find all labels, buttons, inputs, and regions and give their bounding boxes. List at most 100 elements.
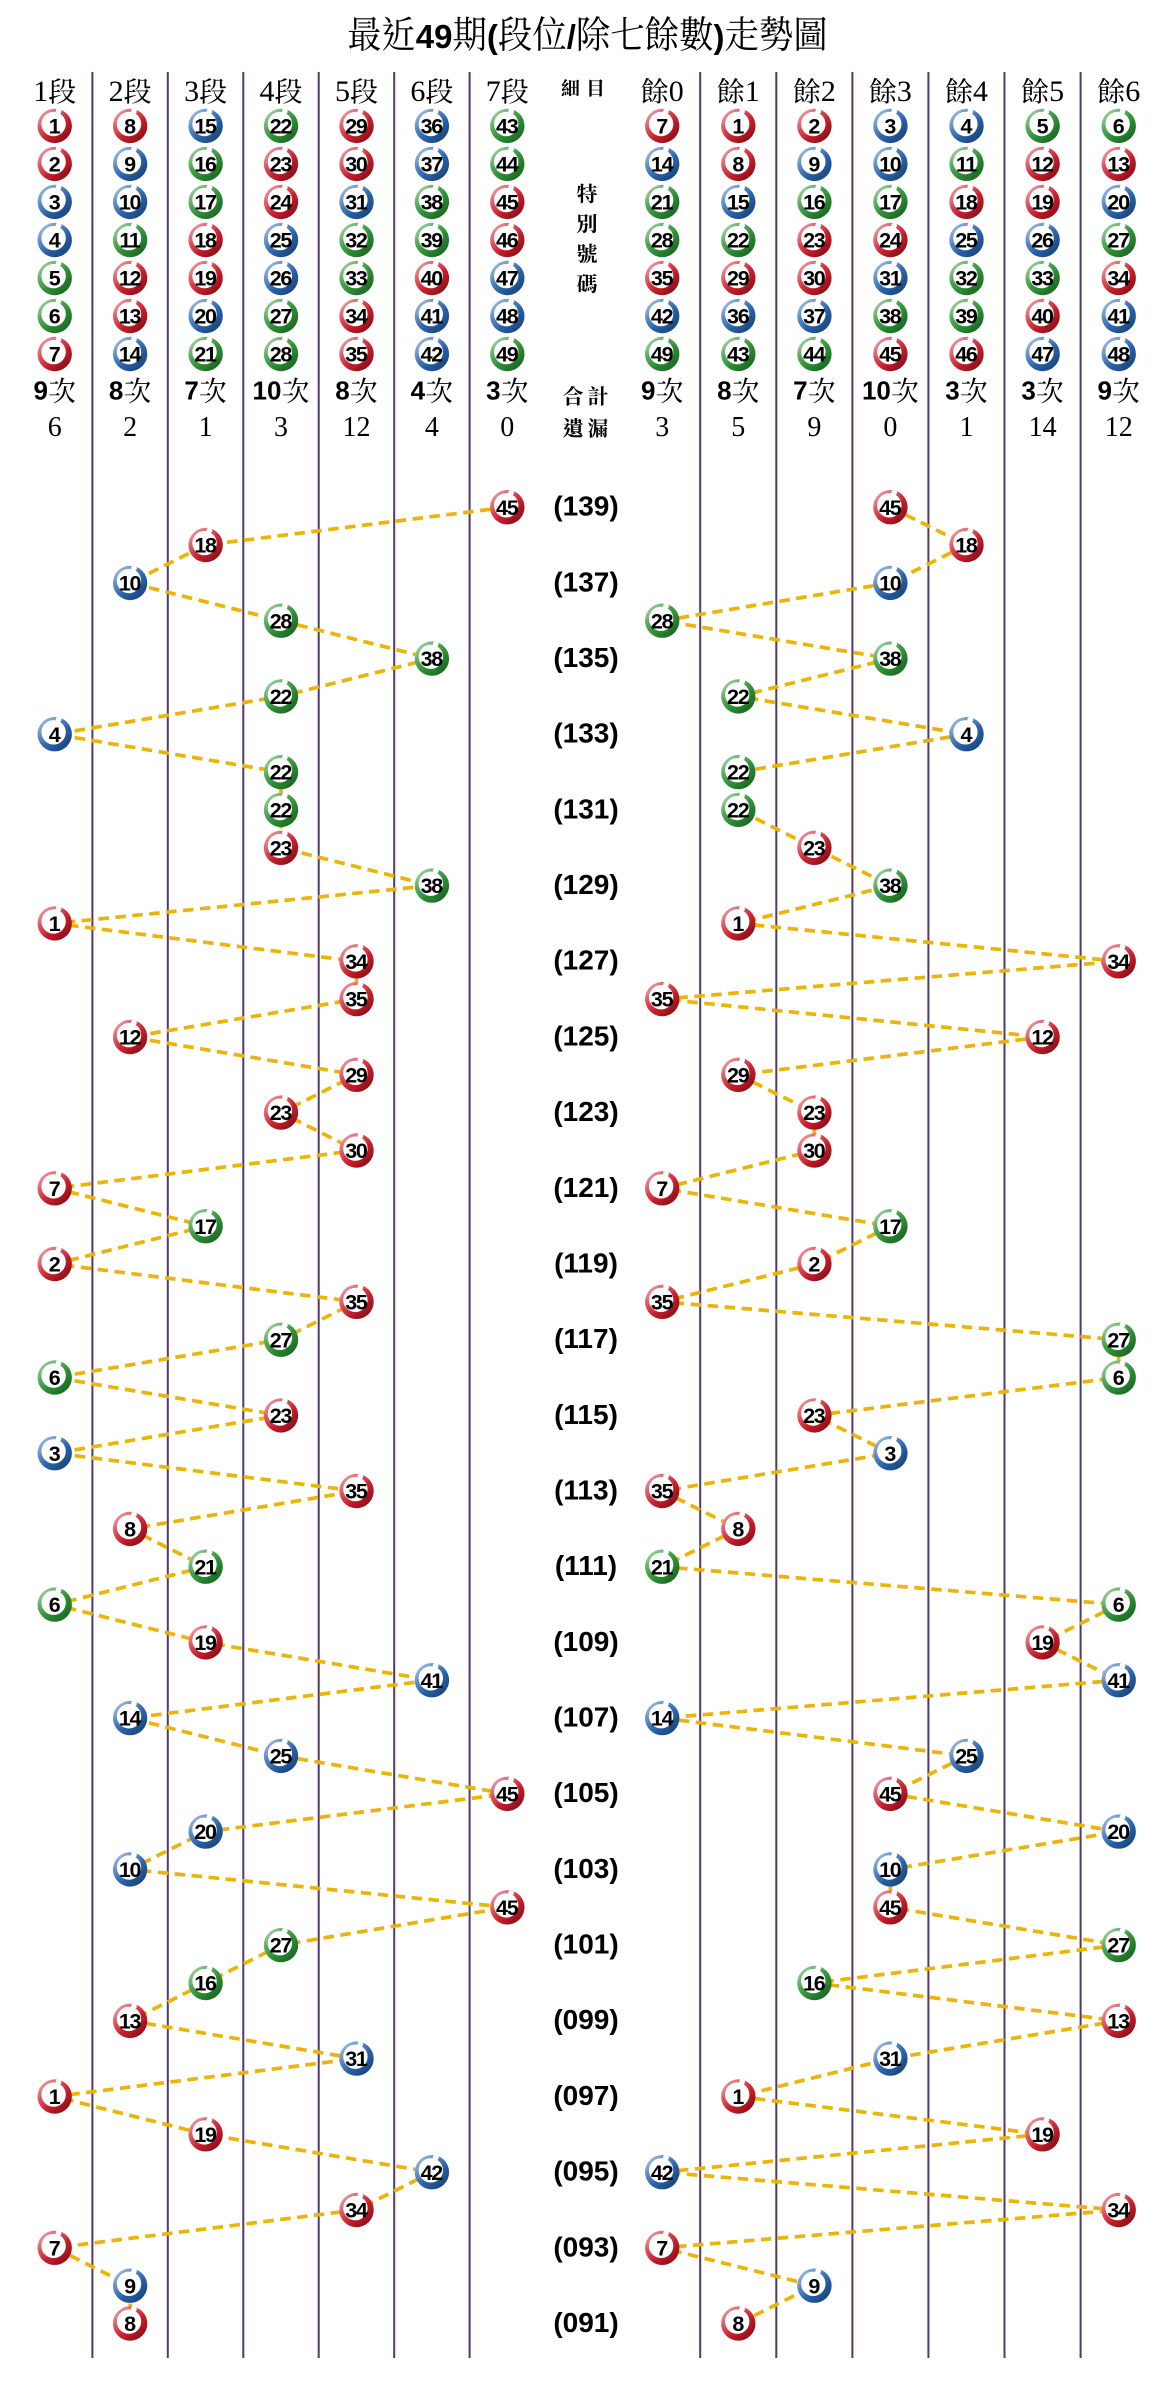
svg-text:22: 22 xyxy=(727,799,750,823)
svg-text:(097): (097) xyxy=(553,2080,618,2111)
svg-text:11: 11 xyxy=(956,153,977,177)
svg-text:43: 43 xyxy=(727,343,750,367)
svg-text:(123): (123) xyxy=(553,1096,618,1127)
svg-text:29: 29 xyxy=(727,1063,750,1087)
svg-text:4: 4 xyxy=(49,723,61,747)
svg-text:10: 10 xyxy=(879,153,902,177)
svg-text:8: 8 xyxy=(124,2312,136,2336)
svg-text:45: 45 xyxy=(496,1896,519,1920)
svg-text:9: 9 xyxy=(124,153,136,177)
svg-text:6: 6 xyxy=(410,75,425,108)
svg-text:15: 15 xyxy=(727,191,750,215)
svg-text:14: 14 xyxy=(651,153,674,177)
svg-text:10: 10 xyxy=(253,376,282,406)
svg-text:16: 16 xyxy=(803,1972,826,1996)
svg-text:(107): (107) xyxy=(553,1702,618,1733)
svg-text:7: 7 xyxy=(49,343,61,367)
svg-text:(101): (101) xyxy=(553,1929,618,1960)
svg-text:7: 7 xyxy=(184,376,198,406)
svg-text:1: 1 xyxy=(732,115,744,139)
svg-text:39: 39 xyxy=(955,305,978,329)
svg-text:35: 35 xyxy=(345,1290,368,1314)
svg-text:1: 1 xyxy=(49,115,61,139)
svg-text:27: 27 xyxy=(1107,1934,1130,1958)
svg-text:27: 27 xyxy=(270,1328,293,1352)
svg-text:10: 10 xyxy=(879,1858,902,1882)
svg-text:(105): (105) xyxy=(553,1777,618,1808)
svg-text:23: 23 xyxy=(270,836,293,860)
svg-text:24: 24 xyxy=(270,191,293,215)
svg-text:1: 1 xyxy=(732,2085,744,2109)
svg-text:9: 9 xyxy=(808,2274,820,2298)
svg-text:(139): (139) xyxy=(553,491,618,522)
svg-text:2: 2 xyxy=(109,75,124,108)
svg-text:45: 45 xyxy=(879,343,902,367)
svg-text:34: 34 xyxy=(345,950,368,974)
svg-text:22: 22 xyxy=(727,685,750,709)
svg-text:2: 2 xyxy=(808,1253,820,1277)
svg-text:20: 20 xyxy=(194,305,217,329)
svg-text:1: 1 xyxy=(33,75,48,108)
svg-text:18: 18 xyxy=(955,191,978,215)
svg-text:9: 9 xyxy=(124,2274,136,2298)
svg-text:33: 33 xyxy=(1031,267,1054,291)
svg-text:21: 21 xyxy=(194,343,217,367)
svg-text:(133): (133) xyxy=(553,718,618,749)
svg-text:5: 5 xyxy=(1049,75,1064,108)
svg-text:42: 42 xyxy=(421,2161,444,2185)
svg-text:7: 7 xyxy=(656,1177,668,1201)
svg-text:8: 8 xyxy=(732,2312,744,2336)
svg-text:9: 9 xyxy=(1097,376,1111,406)
svg-text:1: 1 xyxy=(49,912,61,936)
svg-text:(093): (093) xyxy=(553,2231,618,2262)
svg-text:38: 38 xyxy=(879,874,902,898)
svg-text:32: 32 xyxy=(955,267,978,291)
svg-text:19: 19 xyxy=(194,267,217,291)
svg-text:29: 29 xyxy=(727,267,750,291)
svg-text:9: 9 xyxy=(641,376,655,406)
svg-text:32: 32 xyxy=(345,229,368,253)
svg-text:19: 19 xyxy=(194,1631,217,1655)
svg-text:13: 13 xyxy=(119,2009,142,2033)
svg-text:3: 3 xyxy=(884,1442,896,1466)
svg-text:45: 45 xyxy=(879,496,902,520)
svg-text:45: 45 xyxy=(879,1782,902,1806)
svg-text:3: 3 xyxy=(884,115,896,139)
svg-text:38: 38 xyxy=(421,191,444,215)
svg-text:16: 16 xyxy=(194,1972,217,1996)
svg-text:(: ( xyxy=(487,18,498,55)
svg-text:38: 38 xyxy=(421,647,444,671)
svg-text:38: 38 xyxy=(879,305,902,329)
svg-text:41: 41 xyxy=(421,305,444,329)
svg-text:23: 23 xyxy=(803,836,826,860)
svg-text:3: 3 xyxy=(655,412,669,443)
svg-text:3: 3 xyxy=(184,75,199,108)
svg-text:(117): (117) xyxy=(554,1323,618,1354)
svg-text:31: 31 xyxy=(879,2047,902,2071)
svg-text:18: 18 xyxy=(194,534,217,558)
svg-text:14: 14 xyxy=(119,1707,142,1731)
svg-text:41: 41 xyxy=(1107,305,1130,329)
svg-text:19: 19 xyxy=(1031,2123,1054,2147)
svg-text:6: 6 xyxy=(1113,1593,1125,1617)
svg-text:6: 6 xyxy=(1113,115,1125,139)
svg-text:10: 10 xyxy=(119,1858,142,1882)
svg-text:10: 10 xyxy=(862,376,891,406)
svg-text:10: 10 xyxy=(119,191,142,215)
svg-text:29: 29 xyxy=(345,1063,368,1087)
svg-text:45: 45 xyxy=(496,1782,519,1806)
svg-text:34: 34 xyxy=(1107,2199,1130,2223)
svg-text:(111): (111) xyxy=(555,1550,617,1581)
svg-text:5: 5 xyxy=(335,75,350,108)
svg-text:12: 12 xyxy=(119,1026,142,1050)
svg-text:14: 14 xyxy=(1029,412,1057,443)
svg-text:36: 36 xyxy=(421,115,444,139)
svg-text:9: 9 xyxy=(807,412,821,443)
svg-text:49: 49 xyxy=(416,18,453,55)
svg-text:0: 0 xyxy=(883,412,897,443)
svg-text:21: 21 xyxy=(651,1555,674,1579)
svg-text:43: 43 xyxy=(496,115,519,139)
svg-text:28: 28 xyxy=(270,609,293,633)
svg-text:29: 29 xyxy=(345,115,368,139)
svg-text:35: 35 xyxy=(345,988,368,1012)
